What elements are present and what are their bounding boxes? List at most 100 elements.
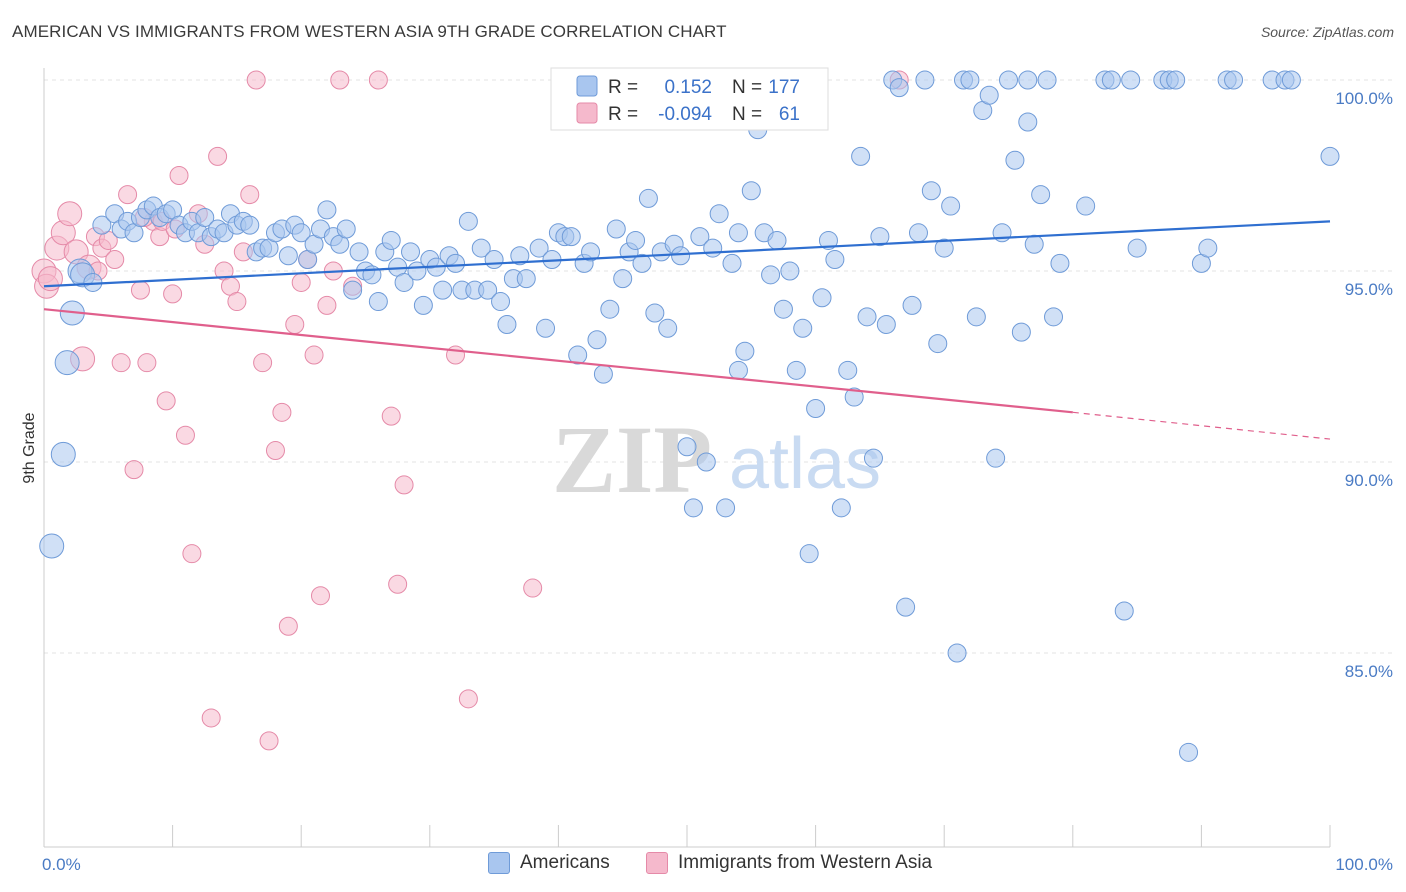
american-point [1031,185,1051,205]
legend-r-value-immigrants: -0.094 [658,104,712,125]
chart-title: AMERICAN VS IMMIGRANTS FROM WESTERN ASIA… [12,22,727,41]
immigrant-point [304,345,324,365]
american-point [960,70,980,90]
legend-n-value-americans: 177 [768,77,800,98]
immigrants-swatch [646,852,668,874]
trend-lines [43,220,1331,440]
american-point [690,227,710,247]
american-point [908,223,928,243]
american-point [433,280,453,300]
legend-n-value-immigrants: 61 [779,104,800,125]
american-point [1018,70,1038,90]
american-point [1320,146,1340,166]
american-point [966,307,986,327]
american-point [921,181,941,201]
american-point [1005,150,1025,170]
american-point [741,181,761,201]
american-point [716,498,736,518]
american-point [677,437,697,457]
american-point [561,227,581,247]
american-point [394,272,414,292]
immigrant-point [118,185,138,205]
x-tick-label-0: 0.0% [42,855,81,874]
american-point [1076,196,1096,216]
american-point [761,265,781,285]
american-point [722,253,742,273]
american-point [195,208,215,228]
american-point [484,250,504,270]
american-point [1179,742,1199,762]
american-point [844,387,864,407]
tick-labels: 85.0% 90.0% 95.0% 100.0% 0.0% 100.0% [42,89,1393,874]
immigrant-point [381,406,401,426]
american-point [529,238,549,258]
american-point [941,196,961,216]
american-point [851,146,871,166]
american-point [786,360,806,380]
american-point [600,299,620,319]
american-point [773,299,793,319]
y-axis-label: 9th Grade [21,412,38,483]
american-point [568,345,588,365]
american-point [947,643,967,663]
american-point [999,70,1018,90]
american-point [587,330,607,350]
watermark: ZIP atlas [552,406,881,513]
american-point [658,318,678,338]
series-americans [39,70,1340,762]
immigrant-point [246,70,266,90]
american-point [349,242,369,262]
immigrant-point [259,731,279,751]
immigrant-point [458,689,478,709]
american-point [1044,307,1064,327]
american-point [934,238,954,258]
american-point [1224,70,1244,90]
immigrant-point [253,353,273,373]
y-tick-label-100: 100.0% [1335,89,1393,108]
american-point [381,230,401,250]
american-point [696,452,716,472]
american-point [626,230,646,250]
american-point [1050,253,1070,273]
american-point [915,70,935,90]
immigrant-point [130,280,150,300]
american-point [806,399,826,419]
american-point [896,597,916,617]
american-point [979,85,999,105]
american-point [291,223,311,243]
american-point [1018,112,1038,132]
american-point [54,350,80,376]
immigrant-point [175,425,195,445]
immigrant-point [330,70,350,90]
american-point [1166,70,1186,90]
american-point [1127,238,1147,258]
bottom-legend: Americans Immigrants from Western Asia [0,852,1406,878]
american-point [825,250,845,270]
american-point [728,223,748,243]
americans-trend-line [43,220,1331,288]
immigrant-point [156,391,176,411]
immigrant-point [285,314,305,334]
american-point [863,448,883,468]
legend-r-label-immigrants: R = [608,104,638,125]
american-point [728,360,748,380]
immigrant-point [111,353,131,373]
american-point [471,238,491,258]
immigrant-point [124,460,144,480]
immigrant-point [137,353,157,373]
immigrants-legend-label: Immigrants from Western Asia [678,852,933,873]
bottom-legend-americans: Americans [488,852,610,874]
watermark-atlas: atlas [729,424,881,504]
american-point [278,246,298,266]
immigrants-trend-line [43,308,1073,414]
american-point [613,269,633,289]
immigrant-point [182,544,202,564]
american-point [1024,234,1044,254]
american-point [39,533,65,559]
american-point [780,261,800,281]
americans-legend-label: Americans [520,852,610,873]
immigrant-point [368,70,388,90]
american-point [709,204,729,224]
american-point [497,314,517,334]
axes [43,68,1331,848]
